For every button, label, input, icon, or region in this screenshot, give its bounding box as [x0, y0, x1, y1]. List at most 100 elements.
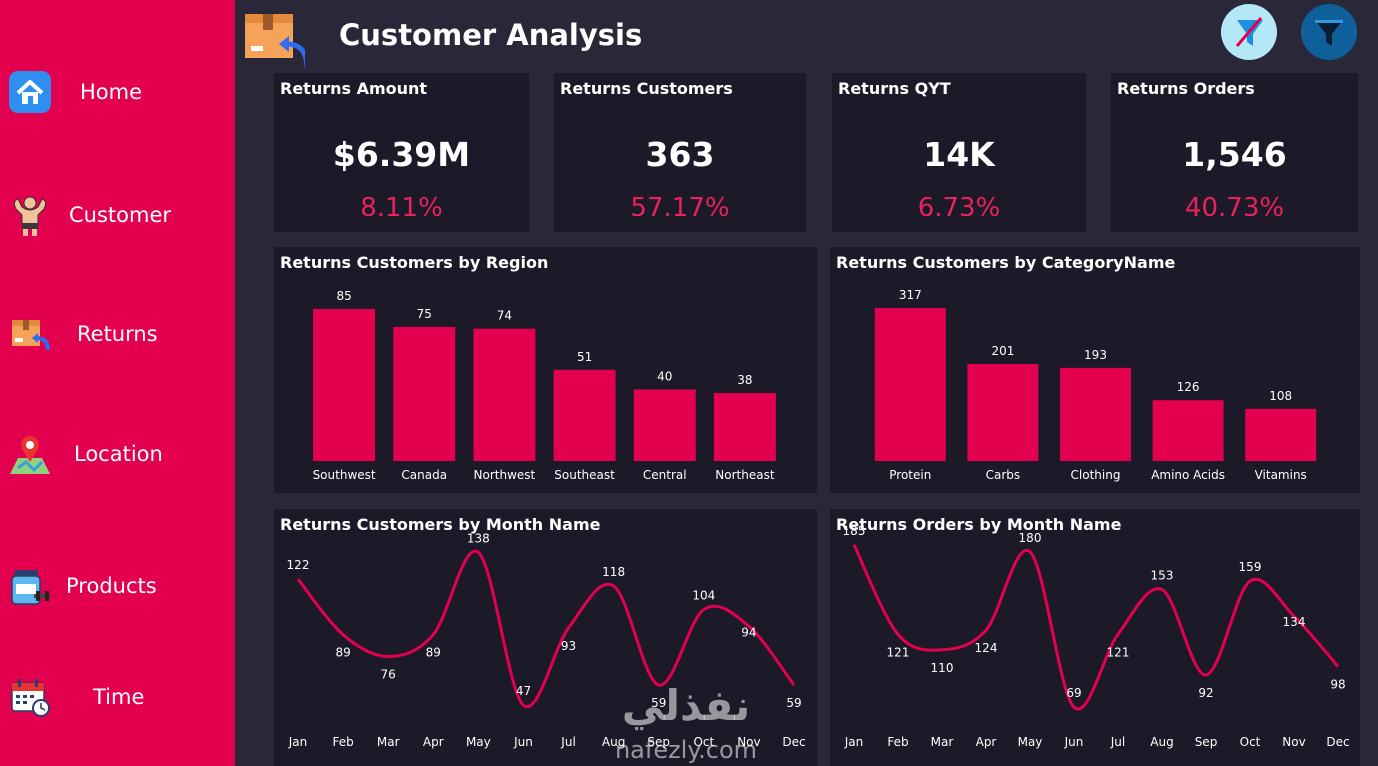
data-label: 317: [899, 288, 922, 302]
bar: [874, 308, 946, 461]
kpi-percentage: 57.17%: [630, 193, 730, 223]
nav-item-returns[interactable]: Returns: [0, 299, 235, 369]
category-label: Southwest: [313, 468, 376, 482]
return-box-icon: [8, 312, 52, 356]
home-icon: [8, 70, 52, 114]
chart-title: Returns Customers by Region: [280, 253, 549, 272]
x-tick-label: Mar: [931, 735, 954, 749]
data-label: 47: [516, 684, 531, 698]
kpi-card-returns-customers[interactable]: Returns Customers 363 57.17%: [554, 73, 806, 232]
bar: [553, 369, 616, 461]
data-label: 69: [1066, 686, 1081, 700]
bar: [393, 326, 456, 461]
chart-title: Returns Orders by Month Name: [836, 515, 1122, 534]
x-tick-label: Jun: [513, 735, 533, 749]
data-label: 94: [741, 625, 756, 639]
kpi-value: 363: [645, 135, 715, 174]
region-bar-chart: 85 Southwest 75 Canada 74 Northwest 51 Southeas…: [313, 289, 776, 482]
bar: [313, 309, 376, 461]
bar: [473, 328, 536, 461]
chart-card-region[interactable]: Returns Customers by Region 85 Southwest 7…: [274, 247, 817, 493]
sidebar: Home Customer Returns: [0, 0, 235, 766]
category-label: Carbs: [986, 468, 1021, 482]
header: Customer Analysis: [235, 0, 1378, 70]
data-label: 74: [497, 309, 512, 323]
nav-label-location: Location: [74, 442, 163, 466]
nav-item-home[interactable]: Home: [0, 57, 235, 127]
supplement-jar-icon: [8, 564, 52, 608]
bar: [967, 363, 1039, 461]
data-label: 89: [426, 646, 441, 660]
data-label: 76: [381, 668, 396, 682]
series-line: [852, 544, 1340, 711]
return-box-icon: [243, 6, 310, 69]
data-label: 40: [657, 369, 672, 383]
nav-item-time[interactable]: Time: [0, 662, 235, 732]
category-label: Northeast: [715, 468, 775, 482]
x-tick-label: Aug: [1150, 735, 1173, 749]
x-tick-label: Mar: [377, 735, 400, 749]
data-label: 118: [602, 565, 625, 579]
kpi-value: 14K: [923, 135, 995, 174]
orders-month-line-chart: 185 Jan 121 Feb 110 Mar 124 Apr 180 May 69 Jun 121 Ju…: [843, 524, 1350, 749]
category-label: Amino Acids: [1151, 468, 1225, 482]
data-label: 121: [1107, 645, 1130, 659]
filter-icon: [1315, 20, 1343, 46]
data-label: 110: [931, 661, 954, 675]
data-label: 93: [561, 639, 576, 653]
customers-month-line-chart: 122 Jan 89 Feb 76 Mar 89 Apr 138 May 47 Jun 93 Jul 118…: [287, 531, 806, 749]
data-label: 138: [467, 531, 490, 545]
data-label: 201: [991, 344, 1014, 358]
category-label: Northwest: [474, 468, 536, 482]
x-tick-label: May: [466, 735, 491, 749]
category-label: Vitamins: [1255, 468, 1307, 482]
nav-item-customer[interactable]: Customer: [0, 180, 235, 250]
data-label: 126: [1177, 380, 1200, 394]
bar: [713, 393, 776, 461]
kpi-title: Returns Amount: [280, 79, 428, 98]
nav-label-home: Home: [80, 80, 143, 104]
data-label: 193: [1084, 348, 1107, 362]
bar: [1245, 408, 1317, 461]
filter-pane-button[interactable]: [1301, 4, 1357, 60]
chart-title: Returns Customers by Month Name: [280, 515, 601, 534]
data-label: 121: [887, 645, 910, 659]
kpi-title: Returns QYT: [838, 79, 951, 98]
bar: [1152, 400, 1224, 461]
category-label: Protein: [889, 468, 931, 482]
chart-card-category[interactable]: Returns Customers by CategoryName 317 Pro…: [830, 247, 1360, 493]
x-tick-label: Oct: [1240, 735, 1261, 749]
data-label: 108: [1269, 389, 1292, 403]
x-tick-label: Jun: [1064, 735, 1084, 749]
nav-label-products: Products: [66, 574, 157, 598]
kpi-percentage: 40.73%: [1184, 193, 1285, 223]
data-label: 59: [651, 696, 666, 710]
data-label: 85: [336, 289, 351, 303]
kpi-title: Returns Customers: [560, 79, 733, 98]
data-label: 159: [1239, 560, 1262, 574]
chart-title: Returns Customers by CategoryName: [836, 253, 1176, 272]
chart-card-customers-month[interactable]: Returns Customers by Month Name 122 Jan 89…: [274, 509, 817, 766]
bodybuilder-icon: [8, 193, 52, 237]
x-tick-label: Apr: [423, 735, 444, 749]
kpi-card-returns-orders[interactable]: Returns Orders 1,546 40.73%: [1111, 73, 1358, 232]
chart-card-orders-month[interactable]: Returns Orders by Month Name 185 Jan 121 Fe…: [830, 509, 1360, 766]
nav-item-location[interactable]: Location: [0, 419, 235, 489]
series-line: [296, 549, 796, 709]
page-title: Customer Analysis: [339, 18, 643, 52]
x-tick-label: Feb: [332, 735, 353, 749]
kpi-card-returns-amount[interactable]: Returns Amount $6.39M 8.11%: [274, 73, 529, 232]
nav-label-customer: Customer: [69, 203, 172, 227]
data-label: 122: [287, 558, 310, 572]
data-label: 75: [417, 307, 432, 321]
nav-label-time: Time: [93, 685, 145, 709]
data-label: 51: [577, 350, 592, 364]
kpi-title: Returns Orders: [1117, 79, 1255, 98]
category-label: Clothing: [1071, 468, 1121, 482]
kpi-card-returns-qty[interactable]: Returns QYT 14K 6.73%: [832, 73, 1086, 232]
category-label: Canada: [401, 468, 447, 482]
kpi-value: 1,546: [1182, 135, 1287, 174]
clear-filters-button[interactable]: [1221, 4, 1277, 60]
x-tick-label: Jul: [1110, 735, 1125, 749]
nav-item-products[interactable]: Products: [0, 551, 235, 621]
